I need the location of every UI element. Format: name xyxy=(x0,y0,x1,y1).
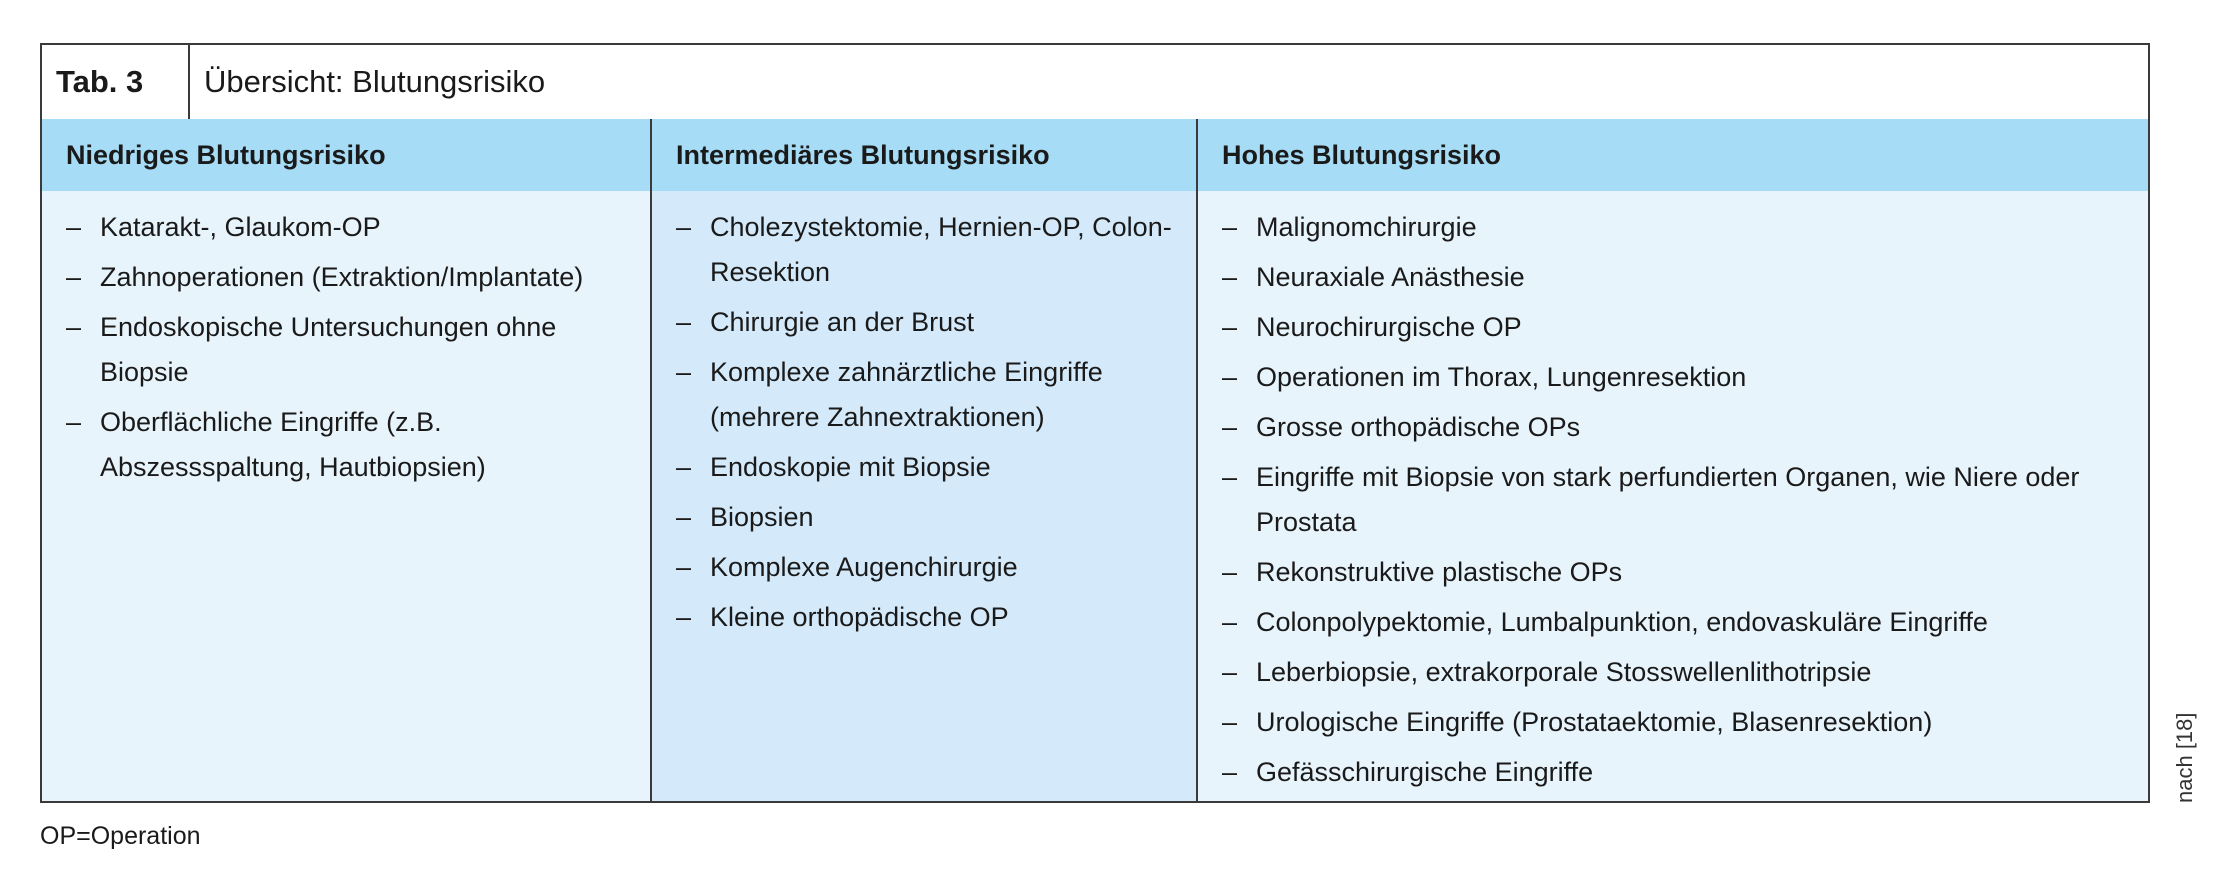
table-label: Tab. 3 xyxy=(42,45,190,119)
table-title: Übersicht: Blutungsrisiko xyxy=(204,64,546,99)
source-citation: nach [18] xyxy=(2172,712,2197,803)
list-item-text: Zahnoperationen (Extraktion/Implantate) xyxy=(100,262,584,292)
header-low-risk: Niedriges Blutungsrisiko xyxy=(66,140,386,170)
list-item: – Komplexe zahnärztliche Eingriffe (mehre… xyxy=(676,350,1186,440)
header-high-risk: Hohes Blutungsrisiko xyxy=(1196,119,2148,191)
list-item: – Kleine orthopädische OP xyxy=(676,595,1186,640)
footnote: OP=Operation xyxy=(40,822,201,850)
list-marker: – xyxy=(1222,412,1238,442)
list-item-text: Komplexe zahnärztliche Eingriffe (mehrer… xyxy=(710,357,1103,432)
list-item-text: Neuraxiale Anästhesie xyxy=(1256,262,1525,292)
list-marker: – xyxy=(1222,657,1238,687)
list-item: – Grosse orthopädische OPs xyxy=(1222,405,2138,450)
list-marker: – xyxy=(66,262,82,292)
list-item-text: Kleine orthopädische OP xyxy=(710,602,1009,632)
list-item: – Zahnoperationen (Extraktion/Implantate) xyxy=(66,255,640,300)
list-item-text: Eingriffe mit Biopsie von stark perfundi… xyxy=(1256,462,2080,537)
list-item-text: Cholezystektomie, Hernien-OP, Colon-Rese… xyxy=(710,212,1172,287)
table-title-row: Tab. 3 Übersicht: Blutungsrisiko xyxy=(42,45,2148,121)
list-marker: – xyxy=(676,552,692,582)
list-item: – Neuraxiale Anästhesie xyxy=(1222,255,2138,300)
list-item: – Eingriffe mit Biopsie von stark perfund… xyxy=(1222,455,2138,545)
list-item-text: Chirurgie an der Brust xyxy=(710,307,975,337)
list-marker: – xyxy=(1222,707,1238,737)
header-intermediate-risk: Intermediäres Blutungsrisiko xyxy=(650,119,1196,191)
list-item-text: Gefässchirurgische Eingriffe xyxy=(1256,757,1594,787)
list-marker: – xyxy=(1222,557,1238,587)
list-marker: – xyxy=(676,357,692,387)
list-item-text: Leberbiopsie, extrakorporale Stosswellen… xyxy=(1256,657,1872,687)
list-marker: – xyxy=(66,212,82,242)
list-item: – Colonpolypektomie, Lumbalpunktion, endo… xyxy=(1222,600,2138,645)
list-item: – Rekonstruktive plastische OPs xyxy=(1222,550,2138,595)
list-marker: – xyxy=(676,602,692,632)
list-item-text: Katarakt-, Glaukom-OP xyxy=(100,212,381,242)
list-marker: – xyxy=(1222,462,1238,492)
list-item-text: Operationen im Thorax, Lungenresektion xyxy=(1256,362,1747,392)
list-item: – Katarakt-, Glaukom-OP xyxy=(66,205,640,250)
list-item: – Biopsien xyxy=(676,495,1186,540)
list-item: – Neurochirurgische OP xyxy=(1222,305,2138,350)
list-marker: – xyxy=(1222,607,1238,637)
list-item-text: Endoskopische Untersuchungen ohne Biopsi… xyxy=(100,312,557,387)
list-item-text: Malignomchirurgie xyxy=(1256,212,1477,242)
list-marker: – xyxy=(1222,262,1238,292)
list-item: – Operationen im Thorax, Lungenresektion xyxy=(1222,355,2138,400)
bleeding-risk-table: Tab. 3 Übersicht: Blutungsrisiko Niedrig… xyxy=(40,43,2150,803)
list-item: – Endoskopische Untersuchungen ohne Biops… xyxy=(66,305,640,395)
column-intermediate-risk: – Cholezystektomie, Hernien-OP, Colon-Res… xyxy=(650,191,1196,801)
list-marker: – xyxy=(1222,312,1238,342)
list-marker: – xyxy=(676,212,692,242)
list-item-text: Endoskopie mit Biopsie xyxy=(710,452,991,482)
table-header-row: Niedriges Blutungsrisiko Intermediäres B… xyxy=(42,119,2148,193)
list-marker: – xyxy=(1222,362,1238,392)
column-low-risk: – Katarakt-, Glaukom-OP – Zahnoperationen (… xyxy=(42,191,650,801)
list-item-text: Grosse orthopädische OPs xyxy=(1256,412,1581,442)
list-marker: – xyxy=(676,452,692,482)
list-marker: – xyxy=(676,307,692,337)
list-item-text: Neurochirurgische OP xyxy=(1256,312,1522,342)
list-marker: – xyxy=(676,502,692,532)
list-item: – Endoskopie mit Biopsie xyxy=(676,445,1186,490)
list-item: – Chirurgie an der Brust xyxy=(676,300,1186,345)
column-high-risk: – Malignomchirurgie – Neuraxiale Anästhesie… xyxy=(1196,191,2148,801)
list-item-text: Colonpolypektomie, Lumbalpunktion, endov… xyxy=(1256,607,1988,637)
list-marker: – xyxy=(1222,757,1238,787)
list-item-text: Oberflächliche Eingriffe (z.B. Abszesssp… xyxy=(100,407,486,482)
list-item: – Malignomchirurgie xyxy=(1222,205,2138,250)
list-marker: – xyxy=(66,407,82,437)
list-item: – Oberflächliche Eingriffe (z.B. Abszesss… xyxy=(66,400,640,490)
list-item: – Cholezystektomie, Hernien-OP, Colon-Res… xyxy=(676,205,1186,295)
list-item: – Komplexe Augenchirurgie xyxy=(676,545,1186,590)
list-item-text: Komplexe Augenchirurgie xyxy=(710,552,1018,582)
list-item-text: Biopsien xyxy=(710,502,814,532)
list-marker: – xyxy=(1222,212,1238,242)
list-item: – Urologische Eingriffe (Prostataektomie,… xyxy=(1222,700,2138,745)
table-body-row: – Katarakt-, Glaukom-OP – Zahnoperationen (… xyxy=(42,191,2148,801)
list-item-text: Rekonstruktive plastische OPs xyxy=(1256,557,1623,587)
list-item-text: Urologische Eingriffe (Prostataektomie, … xyxy=(1256,707,1933,737)
list-item: – Leberbiopsie, extrakorporale Stosswelle… xyxy=(1222,650,2138,695)
list-item: – Gefässchirurgische Eingriffe xyxy=(1222,750,2138,795)
list-marker: – xyxy=(66,312,82,342)
